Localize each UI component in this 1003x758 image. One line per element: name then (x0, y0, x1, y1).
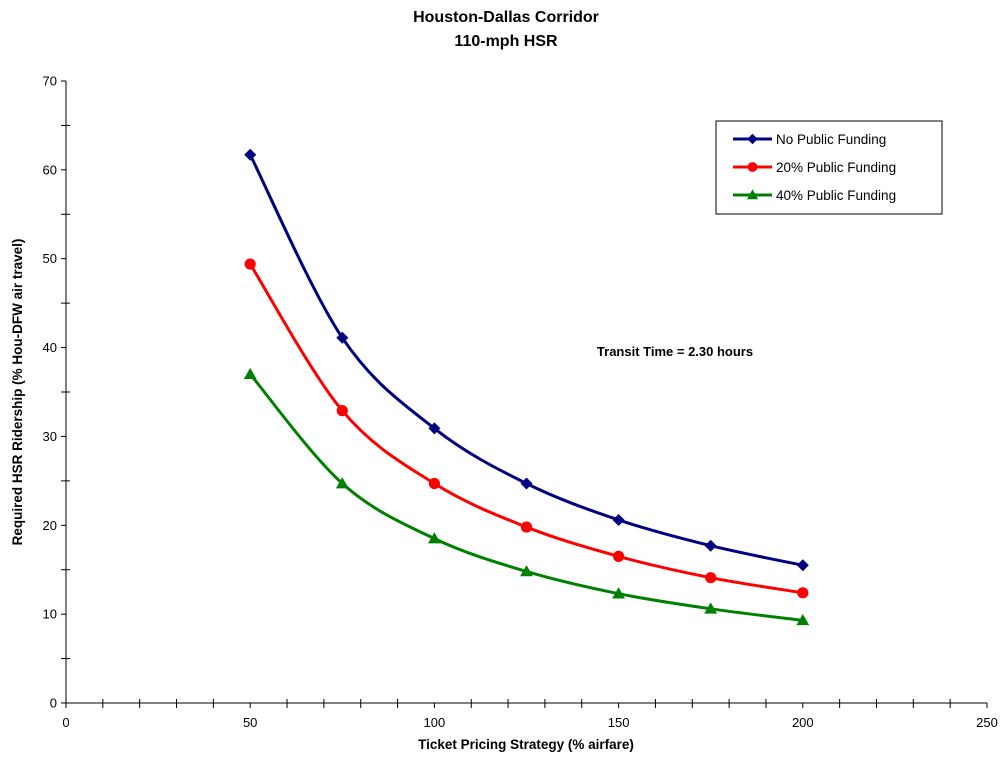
circle-marker (428, 477, 440, 490)
x-axis-ticks: 0 50 100 150 200 250 (62, 699, 998, 730)
y-axis-ticks: 0 10 20 30 40 50 60 70 (43, 74, 70, 711)
y-tick-label: 70 (43, 74, 57, 89)
diamond-marker (244, 148, 257, 161)
y-tick-label: 20 (43, 518, 57, 533)
triangle-marker (428, 532, 441, 544)
y-tick-label: 10 (43, 607, 57, 622)
x-axis-label: Ticket Pricing Strategy (% airfare) (418, 737, 634, 752)
series-line-2 (248, 263, 804, 595)
y-tick-label: 0 (50, 696, 57, 711)
legend-label-2: 20% Public Funding (776, 160, 896, 175)
y-tick-label: 50 (43, 251, 57, 266)
circle-marker (613, 550, 625, 562)
triangle-marker (612, 587, 625, 599)
y-tick-label: 60 (43, 162, 57, 177)
triangle-marker (335, 477, 349, 489)
y-tick-label: 40 (43, 340, 57, 355)
circle-marker (705, 572, 717, 584)
x-tick-label: 100 (424, 715, 446, 730)
diamond-marker (796, 559, 809, 572)
series-layer (243, 148, 810, 626)
diamond-marker (747, 133, 758, 145)
chart-title: Houston-Dallas Corridor (413, 9, 599, 26)
legend: No Public Funding 20% Public Funding 40% P… (715, 120, 943, 215)
circle-marker (244, 258, 256, 270)
chart-subtitle: 110-mph HSR (454, 33, 558, 50)
triangle-marker (746, 189, 759, 200)
x-tick-label: 250 (976, 715, 998, 730)
legend-label-3: 40% Public Funding (776, 188, 896, 203)
triangle-marker (704, 602, 718, 614)
diamond-marker (336, 331, 349, 344)
x-tick-label: 0 (62, 715, 69, 730)
diamond-marker (704, 539, 717, 552)
y-tick-label: 30 (43, 429, 57, 444)
series-line-3 (249, 373, 803, 622)
legend-label-1: No Public Funding (776, 132, 886, 147)
circle-marker (747, 162, 758, 172)
diamond-marker (612, 513, 625, 526)
triangle-marker (796, 613, 810, 626)
diamond-marker (520, 477, 533, 490)
circle-marker (336, 405, 348, 417)
transit-time-annotation: Transit Time = 2.30 hours (597, 344, 753, 359)
series-line-1 (248, 154, 804, 567)
circle-marker (520, 521, 533, 533)
x-tick-label: 200 (792, 715, 814, 730)
circle-marker (797, 587, 809, 599)
x-tick-label: 150 (608, 715, 630, 730)
legend-items: No Public Funding 20% Public Funding 40% P… (733, 132, 896, 203)
triangle-marker (243, 367, 257, 380)
diamond-marker (428, 422, 441, 435)
y-axis-label: Required HSR Ridership (% Hou-DFW air tr… (10, 239, 25, 546)
x-tick-label: 50 (243, 715, 257, 730)
triangle-marker (520, 565, 533, 577)
